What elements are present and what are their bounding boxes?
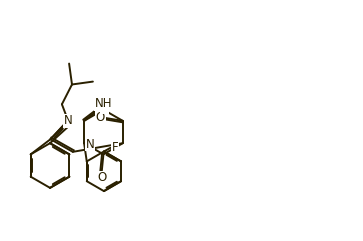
Text: N: N [86, 138, 94, 151]
Text: F: F [111, 141, 118, 154]
Text: N: N [64, 114, 72, 127]
Text: S: S [101, 100, 108, 113]
Text: NH: NH [95, 97, 113, 110]
Text: O: O [96, 112, 105, 125]
Text: O: O [97, 171, 106, 184]
